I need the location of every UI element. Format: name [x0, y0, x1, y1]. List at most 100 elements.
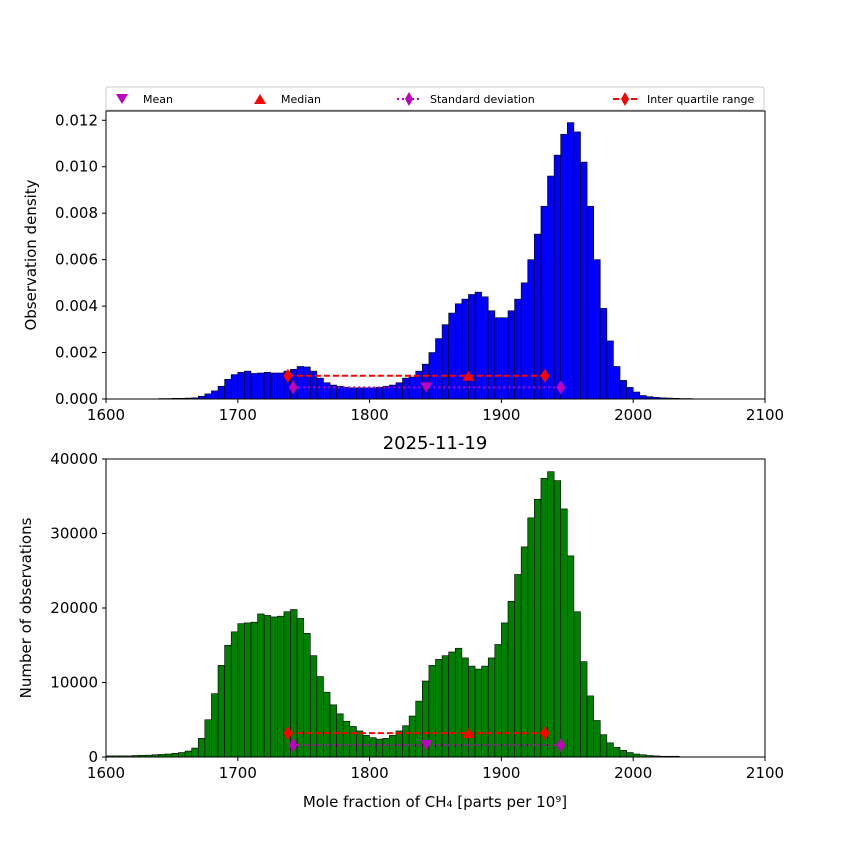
- legend-label-iqr: Inter quartile range: [647, 93, 754, 106]
- count-bar: [244, 622, 252, 758]
- density-bar: [316, 377, 324, 400]
- count-stat-markers: [283, 726, 566, 753]
- density-bar: [454, 303, 463, 400]
- density-bar: [395, 382, 403, 400]
- density-bar: [217, 385, 225, 400]
- density-bar: [270, 372, 278, 400]
- density-bar: [487, 310, 496, 400]
- density-bar: [606, 340, 614, 400]
- density-bar: [303, 366, 311, 400]
- density-median-marker: [462, 370, 475, 381]
- count-std-marker: [288, 738, 298, 753]
- count-bar: [230, 631, 239, 758]
- count-bar: [342, 720, 351, 758]
- density-bar: [461, 298, 469, 400]
- density-bar: [494, 317, 502, 400]
- density-bar: [204, 393, 212, 400]
- count-y-tick-label: 0: [88, 748, 98, 766]
- density-y-tick-label: 0.002: [55, 344, 98, 362]
- count-bar: [184, 750, 192, 758]
- count-bar: [573, 611, 581, 758]
- count-iqr-marker: [283, 726, 293, 741]
- count-bar: [362, 735, 370, 758]
- density-bar: [250, 373, 258, 400]
- density-std-marker: [556, 380, 566, 395]
- density-bar: [613, 366, 621, 400]
- count-mean-marker: [420, 740, 433, 751]
- density-bar: [474, 291, 482, 400]
- density-bar: [514, 298, 522, 400]
- count-bar: [237, 623, 245, 758]
- density-bar: [560, 133, 568, 400]
- density-bar: [402, 377, 410, 400]
- density-bar: [349, 387, 357, 400]
- count-bar: [540, 478, 548, 758]
- density-bar: [237, 371, 245, 400]
- count-bar: [178, 752, 186, 758]
- count-bar: [441, 655, 449, 758]
- density-bar: [468, 294, 476, 400]
- count-bar: [316, 676, 324, 758]
- density-iqr-marker: [540, 368, 550, 383]
- density-bar: [586, 205, 594, 400]
- count-bar: [329, 704, 337, 758]
- density-bar: [323, 382, 331, 400]
- density-bar: [534, 233, 542, 400]
- count-bar: [369, 737, 377, 758]
- count-bar: [217, 665, 225, 758]
- count-bar: [197, 738, 206, 758]
- density-x-tick-label: 1700: [219, 406, 257, 424]
- density-bar: [356, 387, 364, 400]
- density-bar: [435, 338, 443, 400]
- count-bar: [553, 480, 562, 758]
- density-bar: [507, 310, 515, 400]
- count-x-tick-label: 2100: [746, 764, 784, 782]
- density-bar: [520, 282, 529, 400]
- density-x-tick-label: 2000: [614, 406, 652, 424]
- count-bar: [514, 574, 522, 758]
- count-bar: [323, 691, 331, 758]
- iqr-marker-icon: [621, 92, 629, 106]
- count-x-tick-label: 2000: [614, 764, 652, 782]
- count-bar: [560, 508, 568, 758]
- count-bar: [580, 661, 588, 758]
- count-bar: [501, 622, 509, 758]
- density-bar: [527, 259, 535, 400]
- count-histogram: 2025-11-19 1600 1700 1800 1900 2000 2100 0 100…: [17, 433, 784, 811]
- count-x-tick-label: 1800: [351, 764, 389, 782]
- count-bar: [435, 659, 443, 758]
- count-bar: [263, 615, 272, 758]
- count-bar: [270, 616, 278, 758]
- count-bar: [566, 555, 575, 758]
- count-x-tick-label: 1900: [482, 764, 520, 782]
- count-bar: [448, 651, 456, 758]
- count-bar: [224, 644, 232, 758]
- density-bar: [448, 312, 456, 400]
- count-bar: [349, 726, 357, 758]
- count-median-marker: [462, 728, 475, 739]
- density-x-tick-label: 1600: [87, 406, 125, 424]
- density-bar: [632, 391, 641, 400]
- count-bar: [527, 517, 535, 758]
- density-stat-markers: [283, 368, 566, 395]
- density-x-ticks: 1600 1700 1800 1900 2000 2100: [87, 399, 784, 424]
- legend-item-std: Standard deviation: [397, 92, 535, 106]
- density-bar: [422, 363, 430, 400]
- density-mean-marker: [420, 382, 433, 393]
- density-bar: [211, 390, 219, 400]
- density-bar: [573, 131, 581, 400]
- count-bar: [547, 471, 555, 758]
- density-y-tick-label: 0.000: [55, 390, 98, 408]
- count-x-axis-label: Mole fraction of CH₄ [parts per 10⁹]: [303, 793, 567, 811]
- legend-item-mean: Mean: [116, 93, 173, 106]
- count-x-ticks: 1600 1700 1800 1900 2000 2100: [87, 757, 784, 782]
- count-bar: [593, 720, 601, 758]
- count-bar: [613, 747, 621, 758]
- legend-label-std: Standard deviation: [430, 93, 535, 106]
- legend-item-iqr: Inter quartile range: [613, 92, 754, 106]
- density-bar: [626, 387, 634, 400]
- density-bar: [619, 380, 627, 400]
- count-y-ticks: 0 10000 20000 30000 40000: [50, 450, 106, 766]
- density-bar: [230, 374, 239, 400]
- density-y-tick-label: 0.008: [55, 204, 98, 222]
